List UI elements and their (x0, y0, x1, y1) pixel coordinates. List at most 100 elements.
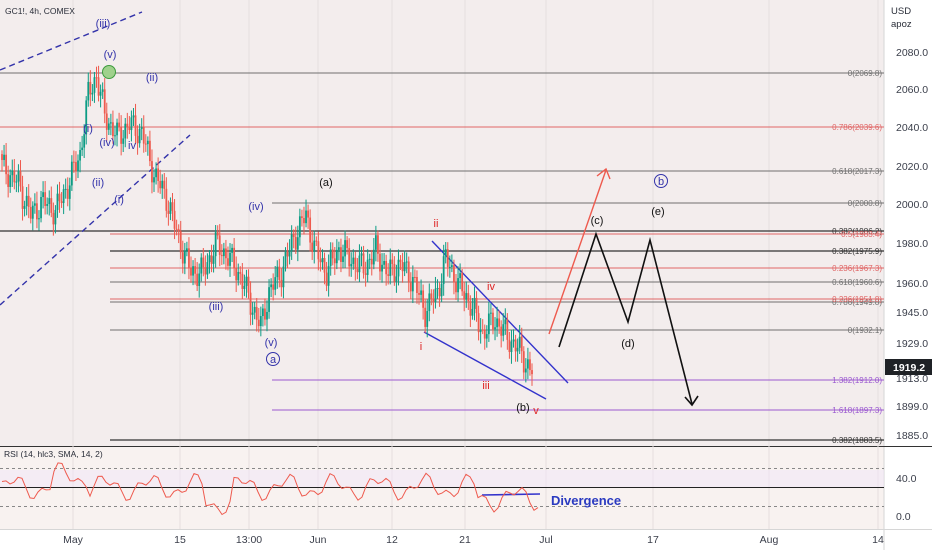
scale-mode-label[interactable]: apoz (891, 19, 912, 30)
candle (481, 319, 484, 335)
candle (210, 244, 213, 273)
candle (298, 208, 301, 246)
candle (311, 230, 314, 260)
candle (155, 162, 157, 185)
candle (374, 225, 377, 262)
candle (393, 256, 396, 286)
fib-level-label: 0.382(1975.9) (832, 247, 882, 256)
candle (422, 284, 425, 320)
candle (112, 110, 114, 144)
time-tick-label: Aug (760, 534, 779, 546)
candle (485, 325, 488, 348)
fib-level-label: 0(2069.8) (848, 69, 883, 78)
candle (391, 253, 394, 276)
candle (66, 177, 69, 207)
candle (424, 299, 427, 333)
candle (159, 169, 162, 194)
fib-level-label: 0.786(1949.8) (832, 298, 882, 307)
wave-label: (iii) (96, 18, 111, 30)
candle (282, 256, 285, 299)
candle (15, 174, 18, 193)
candle (504, 308, 507, 335)
candle (259, 306, 262, 337)
candle (192, 260, 194, 286)
wave-label: (iv) (248, 201, 263, 213)
candle (317, 231, 320, 271)
candle (350, 252, 353, 277)
candle (235, 256, 238, 292)
candle (200, 253, 203, 282)
candle (500, 320, 503, 348)
candle (97, 65, 100, 102)
candle (177, 224, 180, 244)
candle (93, 71, 96, 103)
candle (395, 264, 398, 293)
wave-label: (d) (621, 338, 634, 350)
candle (420, 279, 422, 302)
candle (142, 115, 145, 153)
candle (333, 247, 336, 275)
divergence-line (481, 493, 541, 496)
fib-level-label: 0.5(1983.4) (841, 230, 882, 239)
candle (38, 210, 40, 231)
currency-label[interactable]: USD (891, 6, 911, 17)
wave-label: iii (482, 380, 489, 392)
candle (368, 253, 371, 270)
candle (253, 301, 256, 320)
candle (492, 308, 494, 335)
symbol-title[interactable]: GC1!, 4h, COMEX (5, 6, 75, 16)
candle (50, 186, 53, 218)
rsi-indicator-label[interactable]: RSI (14, hlc3, SMA, 14, 2) (4, 449, 103, 459)
candle (266, 300, 268, 332)
candle (416, 270, 418, 304)
candle (434, 276, 437, 309)
candle (354, 251, 357, 281)
candle (140, 118, 143, 141)
candle (405, 252, 408, 274)
candle (194, 257, 197, 285)
candle (399, 255, 402, 271)
candle (455, 273, 457, 300)
candle (183, 242, 186, 275)
candle (249, 281, 252, 326)
fib-level-label: 0.618(1960.6) (832, 278, 882, 287)
candle (212, 244, 215, 273)
candle (389, 248, 392, 285)
candle (305, 199, 307, 228)
candle (138, 123, 141, 148)
wave-label: iv (128, 140, 136, 152)
rsi-pane[interactable]: RSI (14, hlc3, SMA, 14, 2) Divergence (0, 449, 884, 516)
candle (120, 115, 123, 156)
candle (319, 247, 322, 272)
candle (448, 255, 451, 278)
candle (278, 258, 281, 288)
time-scale-bg[interactable] (0, 530, 884, 550)
wedge-lower-line (423, 331, 547, 400)
price-scale-bg[interactable] (884, 0, 932, 530)
candle (397, 249, 400, 286)
candlestick-series[interactable] (1, 65, 533, 386)
wave-label: (b) (516, 402, 529, 414)
price-tick-label: 1960.0 (896, 278, 928, 290)
rsi-tick-label: 40.0 (896, 473, 917, 485)
candle (280, 268, 283, 297)
time-tick-label: 12 (386, 534, 398, 546)
candle (483, 324, 486, 350)
candle (206, 253, 209, 279)
candle (237, 263, 240, 286)
wave-label: (iv) (99, 137, 114, 149)
candle (352, 249, 355, 270)
candle (356, 258, 359, 280)
wave-labels: (iii)(v)(ii)(i)(iv)(ii)(i)iv(iv)(iii)(v)… (83, 18, 668, 417)
candle (358, 244, 361, 282)
projection-red-arrow (548, 169, 607, 335)
candle (331, 242, 334, 266)
candle (241, 262, 244, 299)
time-tick-label: 21 (459, 534, 471, 546)
candle (307, 204, 309, 229)
candle (157, 157, 160, 193)
candle (494, 317, 496, 341)
candle (68, 177, 71, 211)
candle (33, 193, 36, 214)
